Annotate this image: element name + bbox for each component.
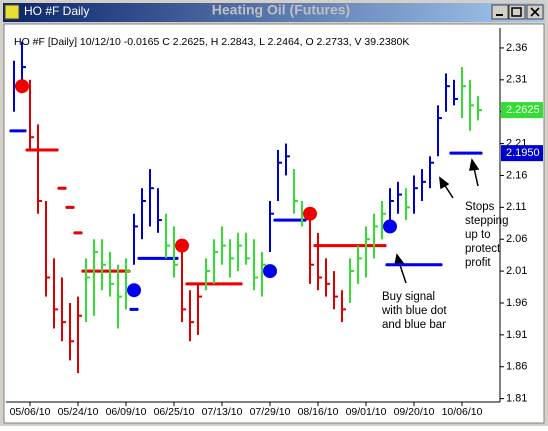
x-tick-label: 08/16/10 <box>298 406 339 418</box>
info-line: HO #F [Daily] 10/12/10 -0.0165 C 2.2625,… <box>14 36 409 48</box>
annotation: stepping <box>465 215 508 227</box>
signal-dot <box>15 79 29 94</box>
annotation: profit <box>465 257 491 269</box>
stop-dot <box>55 148 59 152</box>
annotation: Stops <box>465 201 495 213</box>
arrow <box>473 167 479 187</box>
signal-dot <box>175 238 189 253</box>
y-tick-label: 2.16 <box>506 169 527 181</box>
y-tick-label: 2.06 <box>506 233 527 245</box>
arrow-head <box>469 158 480 171</box>
stop-dot <box>79 231 83 235</box>
maximize-icon <box>511 7 522 17</box>
chart-title: Heating Oil (Futures) <box>212 2 350 18</box>
y-tick-label: 2.01 <box>506 265 527 277</box>
x-tick-label: 09/20/10 <box>394 406 435 418</box>
signal-dot <box>303 206 317 221</box>
y-tick-label: 2.36 <box>506 42 527 54</box>
arrow-head <box>439 176 450 190</box>
y-tick-label: 2.31 <box>506 74 527 86</box>
stop-dot <box>479 151 483 155</box>
signal-dot <box>383 219 397 234</box>
stop-dot <box>135 307 139 311</box>
stop-dot <box>175 256 179 260</box>
annotation: and blue bar <box>382 319 446 331</box>
x-tick-label: 09/01/10 <box>346 406 387 418</box>
annotation: with blue dot <box>381 305 447 317</box>
app-icon <box>4 4 20 20</box>
y-tick-label: 2.11 <box>506 201 527 213</box>
price-tag <box>501 102 543 119</box>
stop-dot <box>71 205 75 209</box>
signal-dot <box>127 283 141 298</box>
x-tick-label: 10/06/10 <box>442 406 483 418</box>
signal-dot <box>263 264 277 279</box>
y-tick-label: 1.96 <box>506 297 527 309</box>
annotation: protect <box>465 243 501 255</box>
title-bar <box>3 3 545 22</box>
x-tick-label: 05/06/10 <box>10 406 51 418</box>
minimize-button[interactable] <box>491 4 509 20</box>
price-tag-label: 2.2625 <box>506 104 540 116</box>
close-icon <box>530 7 540 17</box>
y-tick-label: 1.91 <box>506 329 527 341</box>
stop-dot <box>23 129 27 133</box>
stop-dot <box>63 186 67 190</box>
y-tick-label: 1.86 <box>506 361 527 373</box>
arrow <box>443 183 454 199</box>
annotation: up to <box>465 229 491 241</box>
price-tag <box>501 145 543 162</box>
x-tick-label: 07/29/10 <box>250 406 291 418</box>
price-tag-label: 2.1950 <box>506 147 540 159</box>
y-tick-label: 1.81 <box>506 393 527 405</box>
stop-dot <box>439 263 443 267</box>
annotation: Buy signal <box>382 291 435 303</box>
window-title: HO #F Daily <box>24 4 89 18</box>
stop-dot <box>239 282 243 286</box>
x-tick-label: 06/25/10 <box>154 406 195 418</box>
x-tick-label: 06/09/10 <box>106 406 147 418</box>
x-tick-label: 07/13/10 <box>202 406 243 418</box>
stop-dot <box>383 243 387 248</box>
x-tick-label: 05/24/10 <box>58 406 99 418</box>
arrows <box>394 158 480 284</box>
window-buttons <box>491 4 544 20</box>
